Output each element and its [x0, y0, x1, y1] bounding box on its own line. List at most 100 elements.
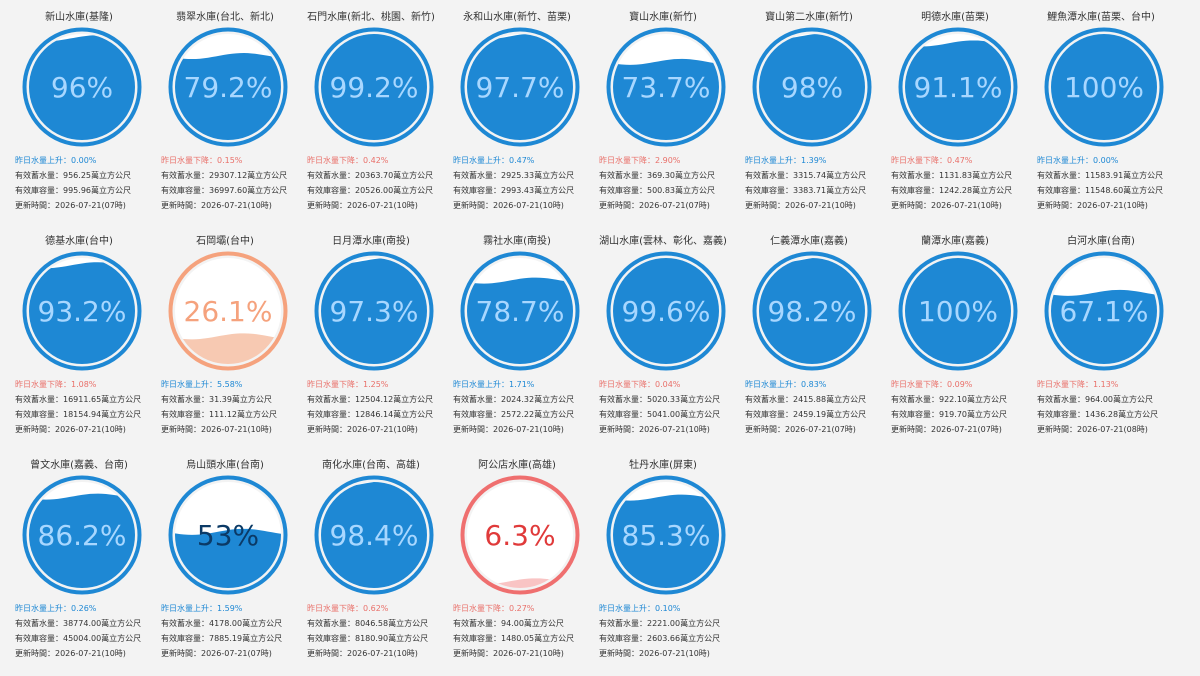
effective-storage-row: 有效蓄水量：94.00萬立方公尺 [453, 616, 593, 631]
water-fill [905, 258, 1011, 364]
effective-storage-value: 2925.33萬立方公尺 [501, 171, 575, 180]
water-level-gauge: 6.3% [458, 473, 582, 597]
daily-change: 昨日水量下降：0.04% [599, 380, 681, 389]
effective-storage-row: 有效蓄水量：8046.58萬立方公尺 [307, 616, 447, 631]
effective-storage-label: 有效蓄水量： [15, 395, 63, 404]
reservoir-card: 翡翠水庫(台北、新北) 79.2% 昨日水量下降：0.15% 有效蓄水量：29307.… [152, 0, 298, 215]
effective-storage-label: 有效蓄水量： [599, 395, 647, 404]
reservoir-name: 曾文水庫(嘉義、台南) [30, 460, 128, 471]
update-time-value: 2026-07-21(10時) [1077, 201, 1148, 210]
gauge-ring [314, 251, 434, 371]
daily-change: 昨日水量上升：0.00% [1037, 156, 1119, 165]
effective-capacity-row: 有效庫容量：2603.66萬立方公尺 [599, 631, 739, 646]
daily-change: 昨日水量下降：0.47% [891, 156, 973, 165]
effective-capacity-label: 有效庫容量： [1037, 410, 1085, 419]
update-time-value: 2026-07-21(10時) [639, 425, 710, 434]
water-level-gauge: 53% [166, 473, 290, 597]
reservoir-info: 昨日水量下降：0.47% 有效蓄水量：1131.83萬立方公尺有效庫容量：1242… [891, 153, 1031, 213]
reservoir-info: 昨日水量上升：5.58% 有效蓄水量：31.39萬立方公尺 有效庫容量：111.12… [161, 377, 301, 437]
update-time-row: 更新時間：2026-07-21(10時) [599, 646, 739, 661]
effective-storage-row: 有效蓄水量：4178.00萬立方公尺 [161, 616, 301, 631]
reservoir-name: 南化水庫(台南、高雄) [322, 460, 420, 471]
effective-storage-label: 有效蓄水量： [745, 395, 793, 404]
reservoir-name: 翡翠水庫(台北、新北) [176, 12, 274, 23]
update-time-label: 更新時間： [15, 425, 55, 434]
gauge-ring [1044, 27, 1164, 147]
effective-storage-label: 有效蓄水量： [161, 619, 209, 628]
reservoir-info: 昨日水量下降：1.08% 有效蓄水量：16911.65萬立方公尺 有效庫容量：181… [15, 377, 155, 437]
effective-storage-value: 1131.83萬立方公尺 [939, 171, 1013, 180]
reservoir-card: 寶山第二水庫(新竹) 98% 昨日水量上升：1.39% 有效蓄水量：3315.74萬立… [736, 0, 882, 215]
daily-change: 昨日水量下降：0.15% [161, 156, 243, 165]
daily-change: 昨日水量下降：0.09% [891, 380, 973, 389]
water-level-gauge: 73.7% [604, 25, 728, 149]
percent-label: 97.7% [476, 71, 565, 104]
update-time-value: 2026-07-21(10時) [493, 649, 564, 658]
effective-storage-label: 有效蓄水量： [1037, 395, 1085, 404]
effective-capacity-label: 有效庫容量： [891, 186, 939, 195]
effective-capacity-row: 有效庫容量：1480.05萬立方公尺 [453, 631, 593, 646]
reservoir-name: 鯉魚潭水庫(苗栗、台中) [1047, 12, 1155, 23]
reservoir-name: 牡丹水庫(屏東) [629, 460, 697, 471]
effective-capacity-label: 有效庫容量： [15, 186, 63, 195]
effective-capacity-value: 2993.43萬立方公尺 [501, 186, 575, 195]
daily-change: 昨日水量上升：0.47% [453, 156, 535, 165]
update-time-row: 更新時間：2026-07-21(10時) [1037, 198, 1177, 213]
update-time-value: 2026-07-21(07時) [639, 201, 710, 210]
percent-label: 100% [918, 295, 998, 328]
update-time-value: 2026-07-21(07時) [785, 425, 856, 434]
gauge-ring [606, 27, 726, 147]
effective-storage-label: 有效蓄水量： [1037, 171, 1085, 180]
effective-capacity-row: 有效庫容量：2572.22萬立方公尺 [453, 407, 593, 422]
effective-storage-label: 有效蓄水量： [307, 619, 355, 628]
effective-capacity-row: 有效庫容量：2459.19萬立方公尺 [745, 407, 885, 422]
effective-storage-label: 有效蓄水量： [161, 171, 209, 180]
reservoir-card: 日月潭水庫(南投) 97.3% 昨日水量下降：1.25% 有效蓄水量：12504.12… [298, 224, 444, 439]
percent-label: 86.2% [38, 519, 127, 552]
reservoir-name: 阿公店水庫(高雄) [478, 460, 556, 471]
effective-capacity-value: 111.12萬立方公尺 [209, 410, 277, 419]
water-fill [321, 482, 427, 588]
percent-label: 67.1% [1060, 295, 1149, 328]
update-time-row: 更新時間：2026-07-21(10時) [745, 198, 885, 213]
effective-storage-row: 有效蓄水量：11583.91萬立方公尺 [1037, 168, 1177, 183]
effective-capacity-label: 有效庫容量： [161, 410, 209, 419]
update-time-value: 2026-07-21(10時) [347, 425, 418, 434]
effective-capacity-value: 919.70萬立方公尺 [939, 410, 1007, 419]
effective-capacity-value: 1436.28萬立方公尺 [1085, 410, 1159, 419]
update-time-value: 2026-07-21(10時) [55, 649, 126, 658]
gauge-ring [168, 27, 288, 147]
effective-capacity-label: 有效庫容量： [599, 634, 647, 643]
effective-capacity-label: 有效庫容量： [15, 410, 63, 419]
percent-label: 78.7% [476, 295, 565, 328]
update-time-row: 更新時間：2026-07-21(10時) [161, 422, 301, 437]
reservoir-card: 霧社水庫(南投) 78.7% 昨日水量上升：1.71% 有效蓄水量：2024.32萬立… [444, 224, 590, 439]
update-time-row: 更新時間：2026-07-21(07時) [15, 198, 155, 213]
effective-storage-value: 8046.58萬立方公尺 [355, 619, 429, 628]
update-time-label: 更新時間： [745, 425, 785, 434]
update-time-label: 更新時間： [599, 649, 639, 658]
reservoir-name: 湖山水庫(雲林、彰化、嘉義) [599, 236, 727, 247]
effective-capacity-value: 2572.22萬立方公尺 [501, 410, 575, 419]
effective-storage-label: 有效蓄水量： [891, 171, 939, 180]
effective-capacity-label: 有效庫容量： [453, 634, 501, 643]
daily-change: 昨日水量上升：0.10% [599, 604, 681, 613]
reservoir-name: 烏山頭水庫(台南) [186, 460, 264, 471]
reservoir-card: 寶山水庫(新竹) 73.7% 昨日水量下降：2.90% 有效蓄水量：369.30萬立方… [590, 0, 736, 215]
daily-change: 昨日水量上升：0.00% [15, 156, 97, 165]
effective-capacity-row: 有效庫容量：1242.28萬立方公尺 [891, 183, 1031, 198]
effective-storage-label: 有效蓄水量： [453, 395, 501, 404]
daily-change: 昨日水量上升：0.26% [15, 604, 97, 613]
update-time-label: 更新時間： [15, 201, 55, 210]
reservoir-info: 昨日水量上升：0.00% 有效蓄水量：956.25萬立方公尺 有效庫容量：995.9… [15, 153, 155, 213]
percent-label: 100% [1064, 71, 1144, 104]
reservoir-card: 阿公店水庫(高雄) 6.3% 昨日水量下降：0.27% 有效蓄水量：94.00萬立方公… [444, 448, 590, 663]
effective-storage-label: 有效蓄水量： [599, 619, 647, 628]
water-fill [1051, 34, 1157, 140]
reservoir-info: 昨日水量下降：0.42% 有效蓄水量：20363.70萬立方公尺 有效庫容量：205… [307, 153, 447, 213]
effective-storage-row: 有效蓄水量：20363.70萬立方公尺 [307, 168, 447, 183]
effective-capacity-label: 有效庫容量： [599, 186, 647, 195]
effective-storage-row: 有效蓄水量：38774.00萬立方公尺 [15, 616, 155, 631]
percent-label: 96% [51, 71, 113, 104]
water-level-gauge: 96% [20, 25, 144, 149]
